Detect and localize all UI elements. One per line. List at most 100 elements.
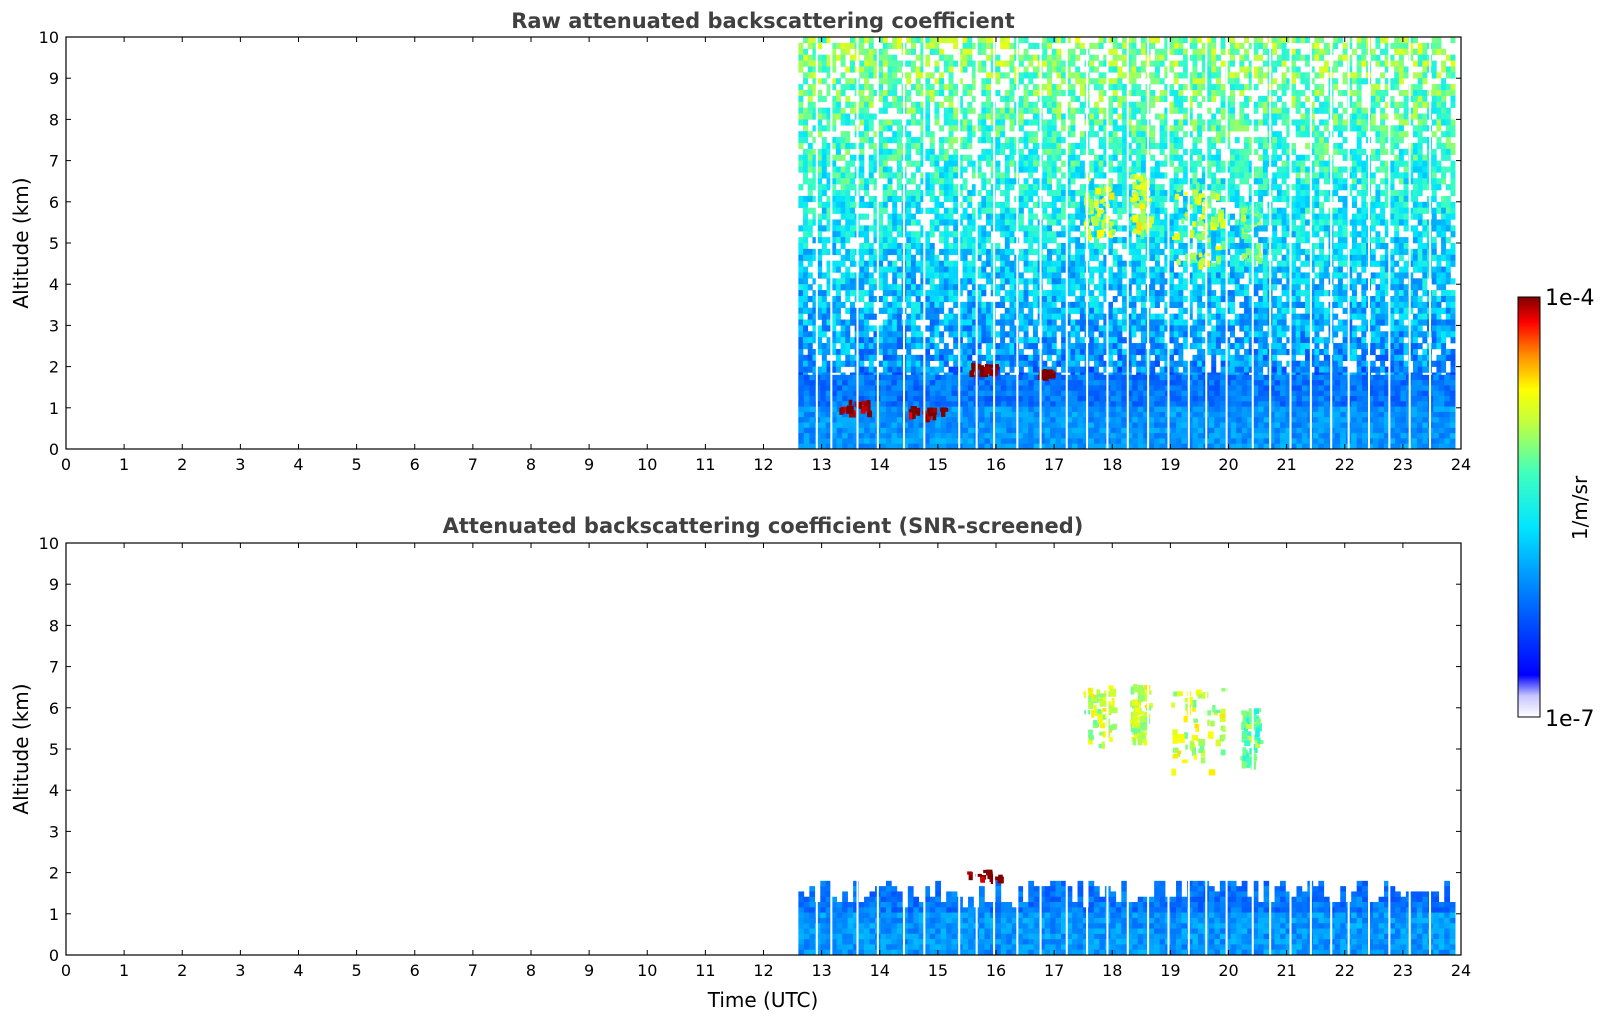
heatmap-cell: [1042, 301, 1048, 309]
heatmap-cell: [915, 248, 921, 256]
heatmap-cell: [892, 137, 898, 144]
heatmap-cell: [1164, 125, 1170, 132]
heatmap-cell: [1004, 231, 1010, 238]
heatmap-cell: [967, 348, 973, 356]
heatmap-cell: [910, 142, 916, 150]
heatmap-cell: [1178, 84, 1184, 91]
heatmap-cell: [1028, 337, 1034, 344]
heatmap-cell: [859, 48, 865, 55]
heatmap-cell: [1079, 72, 1085, 79]
heatmap-cell: [887, 54, 893, 61]
heatmap-cell: [1126, 42, 1132, 50]
heatmap-cell: [882, 331, 888, 338]
heatmap-cell: [920, 366, 926, 373]
heatmap-cell: [859, 84, 865, 91]
heatmap-cell: [817, 195, 823, 203]
heatmap-cell: [1164, 89, 1170, 97]
heatmap-cell: [910, 325, 916, 332]
heatmap-cell: [915, 101, 921, 108]
heatmap-cell: [1159, 295, 1165, 303]
heatmap-cell: [798, 307, 804, 314]
heatmap-cell: [1220, 95, 1226, 103]
heatmap-cell: [920, 331, 926, 338]
heatmap-cell: [967, 42, 973, 50]
heatmap-cell: [1056, 48, 1062, 55]
heatmap-cell: [1056, 260, 1062, 267]
heatmap-cell: [1150, 331, 1156, 338]
heatmap-cell: [1140, 195, 1146, 203]
heatmap-cell: [995, 290, 1001, 297]
heatmap-cell: [1042, 84, 1048, 91]
heatmap-cell: [1112, 119, 1118, 126]
heatmap-cell: [859, 225, 865, 232]
heatmap-cell: [939, 284, 945, 291]
heatmap-cell: [915, 66, 921, 73]
heatmap-cell: [953, 207, 959, 214]
heatmap-cell: [929, 225, 935, 232]
heatmap-cell: [948, 72, 954, 79]
heatmap-cell: [971, 290, 977, 297]
heatmap-cell: [807, 60, 813, 67]
heatmap-cell: [1075, 348, 1081, 356]
heatmap-cell: [1051, 213, 1057, 220]
heatmap-cell: [1051, 313, 1057, 320]
heatmap-cell: [1206, 319, 1212, 326]
heatmap-cell: [1183, 113, 1189, 120]
heatmap-cell: [1056, 266, 1062, 273]
heatmap-cell: [1089, 119, 1095, 126]
heatmap-cell: [915, 148, 921, 156]
heatmap-cell: [1197, 184, 1203, 191]
heatmap-cell: [929, 307, 935, 314]
heatmap-cell: [1051, 295, 1057, 303]
heatmap-cell: [1164, 319, 1170, 326]
heatmap-cell: [1065, 348, 1071, 356]
heatmap-cell: [812, 72, 818, 79]
heatmap-cell: [849, 343, 855, 350]
heatmap-cell: [925, 60, 931, 67]
heatmap-cell: [1042, 237, 1048, 244]
heatmap-cell: [803, 360, 809, 367]
heatmap-cell: [1183, 325, 1189, 332]
heatmap-cell: [1032, 290, 1038, 297]
heatmap-cell: [1093, 119, 1099, 126]
heatmap-cell: [807, 319, 813, 326]
heatmap-cell: [1201, 178, 1207, 185]
heatmap-cell: [798, 101, 804, 108]
heatmap-cell: [807, 343, 813, 350]
heatmap-cell: [1051, 201, 1057, 208]
heatmap-cell: [915, 307, 921, 314]
heatmap-cell: [1028, 307, 1034, 314]
heatmap-cell: [1206, 343, 1212, 350]
heatmap-cell: [1089, 160, 1095, 167]
heatmap-cell: [1154, 331, 1160, 338]
heatmap-cell: [1032, 366, 1038, 373]
heatmap-cell: [1000, 343, 1006, 350]
heatmap-cell: [976, 60, 982, 67]
heatmap-cell: [1070, 154, 1076, 161]
heatmap-cell: [910, 48, 916, 55]
heatmap-cell: [1070, 213, 1076, 220]
heatmap-cell: [1018, 201, 1024, 208]
heatmap-cell: [1000, 213, 1006, 220]
heatmap-cell: [981, 78, 987, 85]
heatmap-cell: [939, 54, 945, 61]
heatmap-cell: [896, 37, 902, 44]
heatmap-cell: [1150, 254, 1156, 261]
heatmap-cell: [1117, 113, 1123, 120]
heatmap-cell: [892, 172, 898, 179]
heatmap-cell: [878, 166, 884, 173]
heatmap-cell: [896, 142, 902, 150]
heatmap-cell: [812, 184, 818, 191]
heatmap-cell: [1023, 295, 1029, 303]
heatmap-cell: [1136, 125, 1142, 132]
heatmap-cell: [1047, 313, 1053, 320]
heatmap-cell: [807, 337, 813, 344]
heatmap-cell: [948, 95, 954, 103]
heatmap-cell: [803, 354, 809, 362]
heatmap-cell: [1197, 178, 1203, 185]
heatmap-cell: [1093, 343, 1099, 350]
heatmap-cell: [934, 272, 940, 279]
heatmap-cell: [953, 295, 959, 303]
heatmap-cell: [1131, 348, 1137, 356]
heatmap-cell: [873, 48, 879, 55]
